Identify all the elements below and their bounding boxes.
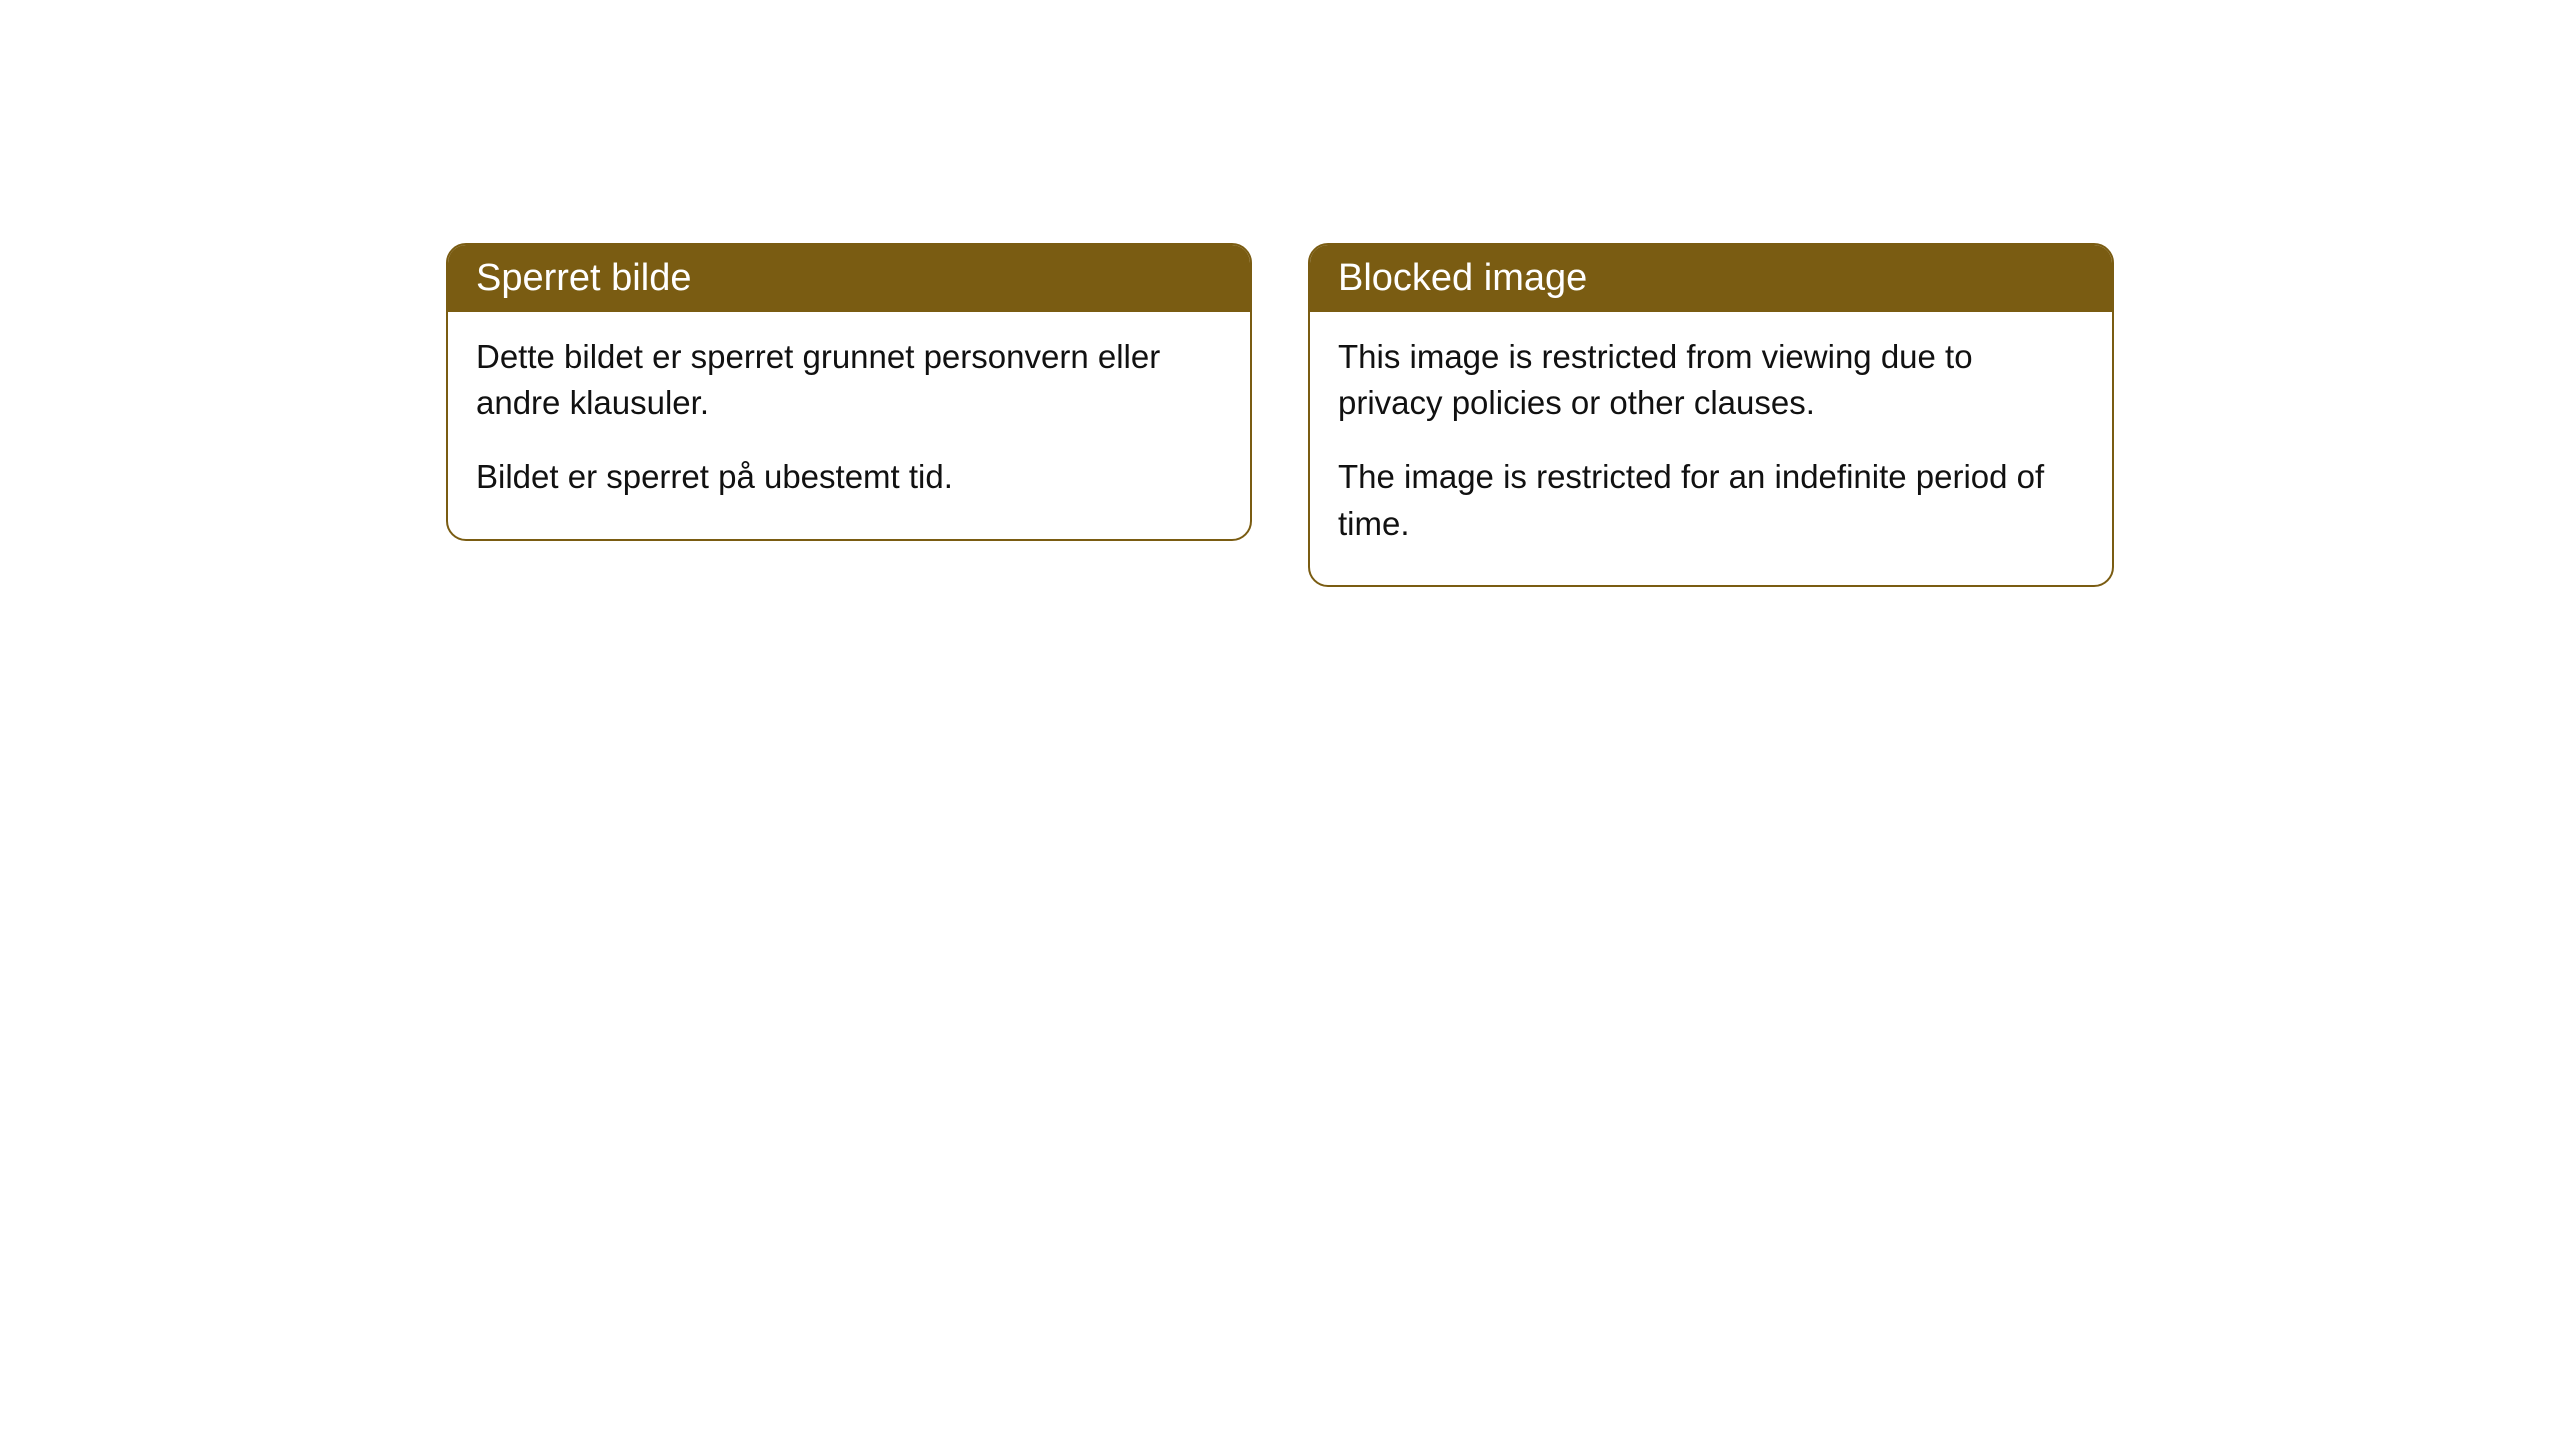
card-paragraph: Bildet er sperret på ubestemt tid. [476,454,1222,500]
card-body: This image is restricted from viewing du… [1310,312,2112,585]
card-paragraph: Dette bildet er sperret grunnet personve… [476,334,1222,426]
card-title: Sperret bilde [476,257,691,299]
card-header: Sperret bilde [448,245,1250,312]
notice-card-norwegian: Sperret bilde Dette bildet er sperret gr… [446,243,1252,541]
card-header: Blocked image [1310,245,2112,312]
card-paragraph: The image is restricted for an indefinit… [1338,454,2084,546]
notice-cards-container: Sperret bilde Dette bildet er sperret gr… [446,243,2114,1440]
notice-card-english: Blocked image This image is restricted f… [1308,243,2114,587]
card-body: Dette bildet er sperret grunnet personve… [448,312,1250,539]
card-paragraph: This image is restricted from viewing du… [1338,334,2084,426]
card-title: Blocked image [1338,257,1587,299]
